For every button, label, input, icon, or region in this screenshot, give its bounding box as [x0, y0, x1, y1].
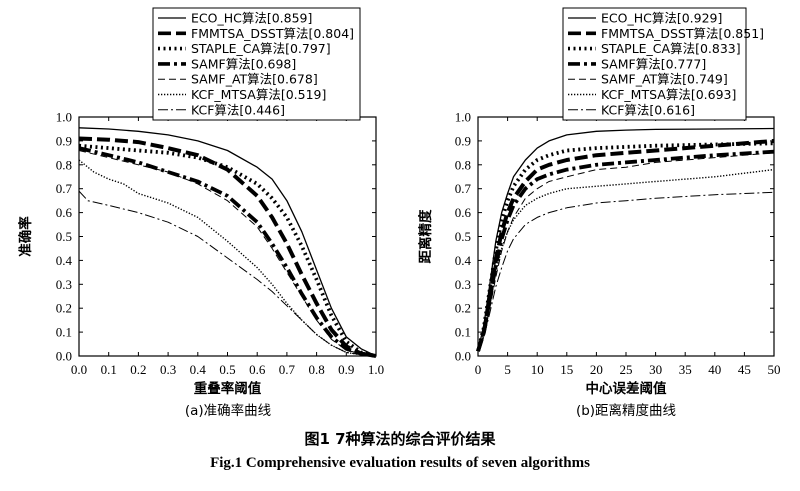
legend-entry: KCF算法[0.616]	[601, 102, 695, 117]
plot-frame	[78, 116, 377, 357]
figure-canvas: 0.0 0.1 0.2 0.3 0.4 0.5 0.6 0.7 0.8 0.9 1.00.00.10…	[17, 7, 781, 419]
legend-entry: SAMF_AT算法[0.678]	[191, 72, 318, 87]
y-tick-label: 0.6	[455, 205, 472, 220]
y-tick-label: 0.4	[455, 253, 472, 268]
series-line-4	[78, 146, 377, 358]
legend-entry: SAMF算法[0.777]	[601, 56, 706, 71]
legend: ECO_HC算法[0.929]FMMTSA_DSST算法[0.851]STAPL…	[562, 7, 764, 121]
y-tick-label: 0.2	[56, 301, 72, 316]
x-tick-label: 0.8	[308, 362, 324, 377]
series-line-1	[78, 127, 377, 357]
x-tick-label: 0.5	[219, 362, 235, 377]
legend-entry: FMMTSA_DSST算法[0.851]	[601, 26, 764, 41]
series-line-4	[476, 149, 775, 352]
x-tick-label: 0.7	[279, 362, 296, 377]
y-tick-label: 1.0	[455, 110, 471, 125]
series-line-5	[477, 152, 775, 352]
series-line-6	[477, 168, 775, 352]
x-tick-label: 0	[475, 362, 482, 377]
legend-entry: KCF_MTSA算法[0.693]	[601, 87, 736, 102]
y-axis-label: 距离精度	[417, 209, 434, 263]
legend-entry: SAMF算法[0.698]	[191, 56, 296, 71]
legend-box	[152, 7, 361, 121]
x-tick-label: 0.3	[160, 362, 176, 377]
chart-subtitle: (b)距离精度曲线	[576, 402, 676, 419]
legend-entry: FMMTSA_DSST算法[0.804]	[191, 26, 354, 41]
plot-frame	[477, 116, 775, 357]
y-tick-label: 0.6	[56, 205, 73, 220]
legend-entry: ECO_HC算法[0.929]	[601, 11, 722, 26]
y-tick-label: 0.5	[455, 229, 471, 244]
legend-entry: ECO_HC算法[0.859]	[191, 11, 312, 26]
y-tick-label: 0.5	[56, 229, 72, 244]
x-tick-label: 50	[768, 362, 781, 377]
x-tick-label: 0.0	[71, 362, 87, 377]
series-line-7	[477, 191, 775, 352]
x-tick-label: 30	[649, 362, 662, 377]
chart-distance-precision: 0 5 10 15 20 25 30 35 40 45 50 0.0 0.1 0.2 0.3 0.4 0.5 0.…	[417, 7, 781, 419]
x-tick-label: 40	[708, 362, 721, 377]
y-tick-label: 0.0	[455, 349, 471, 364]
figure-caption-english: Fig.1 Comprehensive evaluation results o…	[210, 455, 590, 471]
y-tick-label: 0.8	[56, 157, 72, 172]
chart-subtitle: (a)准确率曲线	[185, 402, 271, 419]
x-tick-label: 1.0	[368, 362, 384, 377]
y-tick-label: 0.3	[455, 277, 471, 292]
x-tick-label: 10	[531, 362, 544, 377]
y-tick-label: 0.1	[56, 325, 72, 340]
y-tick-label: 0.7	[455, 181, 472, 196]
series-line-5	[78, 150, 377, 357]
legend-entry: KCF算法[0.446]	[191, 102, 285, 117]
x-tick-label: 0.9	[338, 362, 354, 377]
y-tick-label: 0.4	[56, 253, 73, 268]
series-line-2	[476, 138, 775, 352]
legend-entry: SAMF_AT算法[0.749]	[601, 72, 728, 87]
y-tick-label: 0.7	[56, 181, 73, 196]
y-tick-label: 0.8	[455, 157, 471, 172]
legend-entry: KCF_MTSA算法[0.519]	[191, 87, 326, 102]
y-tick-label: 0.2	[455, 301, 471, 316]
y-tick-label: 0.1	[455, 325, 471, 340]
chart-precision: 0.0 0.1 0.2 0.3 0.4 0.5 0.6 0.7 0.8 0.9 1.0 0.0 0.1 0…	[17, 7, 384, 419]
legend-entry: STAPLE_CA算法[0.797]	[191, 41, 331, 56]
y-tick-label: 0.9	[455, 133, 471, 148]
legend-entry: STAPLE_CA算法[0.833]	[601, 41, 741, 56]
x-axis-label: 重叠率阈值	[194, 380, 262, 397]
x-tick-label: 45	[738, 362, 751, 377]
y-tick-label: 0.0	[56, 349, 72, 364]
y-tick-label: 0.3	[56, 277, 72, 292]
x-tick-label: 0.2	[130, 362, 146, 377]
series-line-2	[78, 136, 377, 358]
x-tick-label: 0.4	[190, 362, 207, 377]
x-tick-label: 20	[590, 362, 603, 377]
x-axis-label: 中心误差阈值	[586, 380, 667, 397]
legend: ECO_HC算法[0.859]FMMTSA_DSST算法[0.804]STAPL…	[152, 7, 361, 121]
x-tick-label: 5	[504, 362, 511, 377]
y-tick-label: 0.9	[56, 133, 72, 148]
figure-caption-chinese: 图1 7种算法的综合评价结果	[304, 430, 496, 448]
y-axis-label: 准确率	[17, 216, 34, 257]
x-tick-label: 25	[620, 362, 633, 377]
x-tick-label: 0.1	[101, 362, 117, 377]
x-tick-label: 15	[560, 362, 573, 377]
x-tick-label: 0.6	[249, 362, 266, 377]
y-tick-label: 1.0	[56, 110, 72, 125]
series-line-3	[78, 143, 377, 358]
series-line-7	[78, 190, 377, 357]
series-line-3	[476, 141, 775, 352]
x-tick-label: 35	[679, 362, 692, 377]
